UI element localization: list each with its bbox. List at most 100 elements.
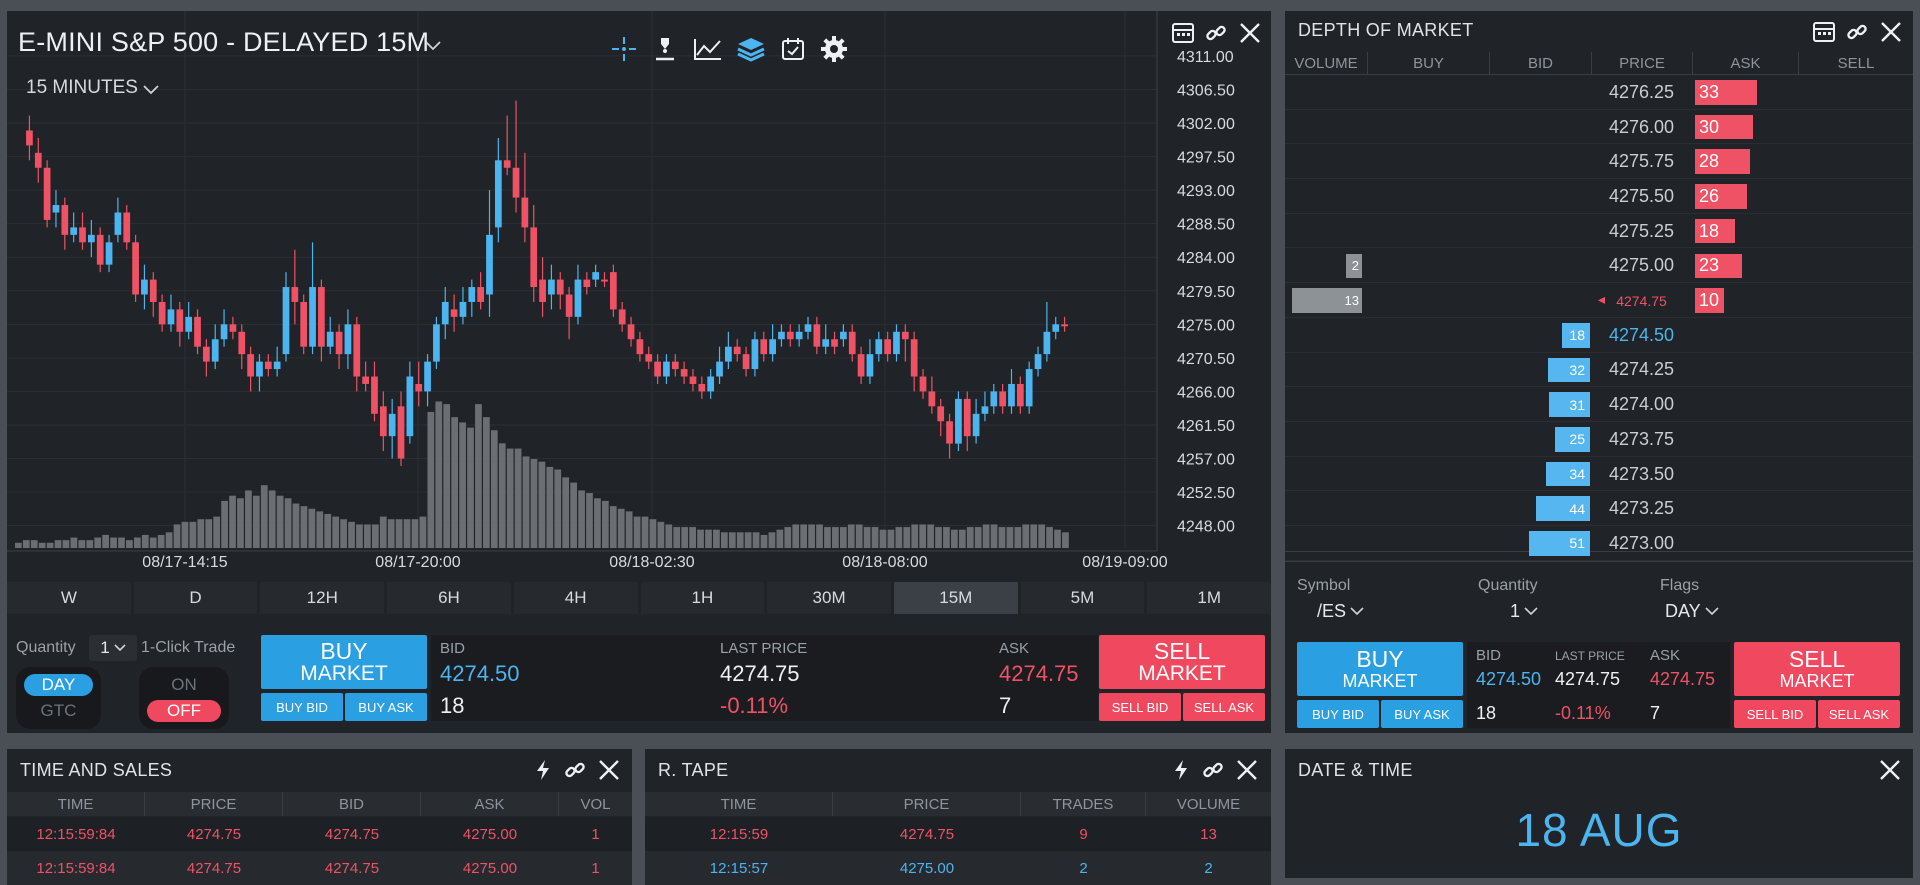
dom-row[interactable] [1285, 75, 1913, 110]
dom-price[interactable]: 4275.00 [1608, 255, 1675, 276]
dom-row[interactable] [1285, 526, 1913, 561]
one-click-on-option[interactable]: ON [171, 675, 197, 694]
calculator-icon[interactable] [1170, 20, 1196, 46]
timeframe-15m[interactable]: 15M [893, 582, 1018, 614]
calculator-icon[interactable] [1811, 19, 1837, 45]
dom-price[interactable]: 4274.00 [1608, 394, 1675, 415]
tif-day-option[interactable]: DAY [24, 674, 93, 696]
bid-size-bar[interactable]: 34 [1546, 461, 1590, 487]
ask-size-bar[interactable]: 23 [1695, 253, 1743, 279]
dom-sell-bid-button[interactable]: SELL BID [1734, 700, 1816, 728]
link-icon[interactable] [1844, 19, 1870, 45]
dom-price[interactable]: 4274.50 [1608, 324, 1675, 345]
dom-buy-ask-button[interactable]: BUY ASK [1381, 700, 1463, 728]
price-chart[interactable]: 4311.00 4306.50 4302.00 4297.50 4293.00 4288.… [7, 11, 1271, 576]
ask-size-bar[interactable]: 30 [1695, 114, 1753, 140]
dom-row[interactable] [1285, 283, 1913, 318]
timeframe-w[interactable]: W [7, 582, 131, 614]
close-icon[interactable] [1877, 18, 1905, 46]
crosshair-icon[interactable] [610, 35, 638, 63]
dom-buy-market-button[interactable]: BUY MARKET [1297, 642, 1463, 696]
table-row[interactable]: 12:15:57 4275.00 2 2 [645, 851, 1271, 885]
one-click-toggle[interactable]: ON OFF [139, 667, 229, 729]
bid-size-bar[interactable]: 44 [1536, 496, 1590, 522]
link-icon[interactable] [1200, 757, 1226, 783]
dom-price[interactable]: 4273.50 [1608, 463, 1675, 484]
dom-price[interactable]: 4275.75 [1608, 151, 1675, 172]
calendar-icon[interactable] [779, 35, 807, 63]
link-icon[interactable] [562, 757, 588, 783]
col-time[interactable]: TIME [645, 792, 833, 816]
drawing-tool-icon[interactable] [651, 35, 679, 63]
interval-selector[interactable]: 15 MINUTES [26, 77, 138, 98]
dom-price[interactable]: 4273.75 [1608, 428, 1675, 449]
dom-row[interactable] [1285, 318, 1913, 353]
dom-buy-bid-button[interactable]: BUY BID [1297, 700, 1379, 728]
sell-bid-button[interactable]: SELL BID [1099, 693, 1181, 721]
indicators-icon[interactable] [692, 35, 724, 63]
symbol-select[interactable]: /ES [1317, 601, 1364, 622]
timeframe-1m[interactable]: 1M [1147, 582, 1272, 614]
dom-price[interactable]: 4276.00 [1608, 116, 1675, 137]
tif-toggle[interactable]: DAY GTC [16, 667, 101, 729]
timeframe-5m[interactable]: 5M [1020, 582, 1145, 614]
dom-row[interactable] [1285, 387, 1913, 422]
col-trades[interactable]: TRADES [1021, 792, 1146, 816]
flags-select[interactable]: DAY [1665, 601, 1719, 622]
lightning-icon[interactable] [1169, 757, 1193, 783]
dom-price[interactable]: 4275.25 [1608, 220, 1675, 241]
settings-gear-icon[interactable] [819, 34, 849, 64]
quantity-select[interactable]: 1 [89, 635, 137, 661]
dom-price[interactable]: 4274.75 [1616, 292, 1667, 309]
dom-row[interactable] [1285, 491, 1913, 527]
link-icon[interactable] [1203, 20, 1229, 46]
table-row[interactable]: 12:15:59 4274.75 9 13 [645, 817, 1271, 851]
dom-col-buy[interactable]: BUY [1368, 52, 1490, 74]
bid-size-bar[interactable]: 32 [1548, 357, 1590, 383]
tif-gtc-option[interactable]: GTC [40, 701, 77, 720]
dom-col-ask[interactable]: ASK [1693, 52, 1799, 74]
sell-ask-button[interactable]: SELL ASK [1183, 693, 1265, 721]
dom-col-bid[interactable]: BID [1490, 52, 1592, 74]
close-icon[interactable] [1876, 756, 1904, 784]
buy-bid-button[interactable]: BUY BID [261, 693, 343, 721]
buy-market-button[interactable]: BUY MARKET [261, 635, 427, 689]
dom-row[interactable] [1285, 249, 1913, 284]
timeframe-1h[interactable]: 1H [640, 582, 765, 614]
dom-row[interactable] [1285, 110, 1913, 145]
table-row[interactable]: 12:15:59:84 4274.75 4274.75 4275.00 1 [7, 851, 632, 885]
col-price[interactable]: PRICE [145, 792, 283, 816]
timeframe-4h[interactable]: 4H [513, 582, 638, 614]
dom-price[interactable]: 4276.25 [1608, 81, 1675, 102]
bid-size-bar[interactable]: 31 [1549, 392, 1590, 417]
timeframe-12h[interactable]: 12H [260, 582, 385, 614]
bid-size-bar[interactable]: 25 [1555, 427, 1590, 452]
quantity-select[interactable]: 1 [1510, 601, 1538, 622]
lightning-icon[interactable] [531, 757, 555, 783]
dom-row[interactable] [1285, 457, 1913, 492]
chart-layers-icon[interactable] [735, 35, 767, 63]
dom-row[interactable] [1285, 144, 1913, 180]
ask-size-bar[interactable]: 33 [1695, 80, 1757, 105]
close-icon[interactable] [595, 756, 623, 784]
dom-col-sell[interactable]: SELL [1837, 54, 1875, 72]
timeframe-6h[interactable]: 6H [387, 582, 511, 614]
ask-size-bar[interactable]: 28 [1695, 149, 1750, 175]
dom-row[interactable] [1285, 214, 1913, 249]
buy-ask-button[interactable]: BUY ASK [345, 693, 427, 721]
one-click-off-option[interactable]: OFF [147, 700, 221, 722]
chevron-down-icon[interactable] [141, 80, 161, 100]
ask-size-bar[interactable]: 26 [1695, 184, 1747, 209]
dom-price[interactable]: 4275.50 [1608, 185, 1675, 206]
sell-market-button[interactable]: SELL MARKET [1099, 635, 1265, 689]
ask-size-bar[interactable]: 18 [1695, 218, 1736, 244]
chevron-down-icon[interactable] [422, 35, 444, 57]
dom-sell-market-button[interactable]: SELL MARKET [1734, 642, 1900, 696]
col-price[interactable]: PRICE [833, 792, 1021, 816]
col-time[interactable]: TIME [7, 792, 145, 816]
table-row[interactable]: 12:15:59:84 4274.75 4274.75 4275.00 1 [7, 817, 632, 851]
bid-size-bar[interactable]: 18 [1562, 322, 1590, 348]
close-icon[interactable] [1233, 756, 1261, 784]
ask-size-bar[interactable]: 10 [1695, 288, 1724, 313]
dom-col-volume[interactable]: VOLUME [1285, 52, 1368, 74]
